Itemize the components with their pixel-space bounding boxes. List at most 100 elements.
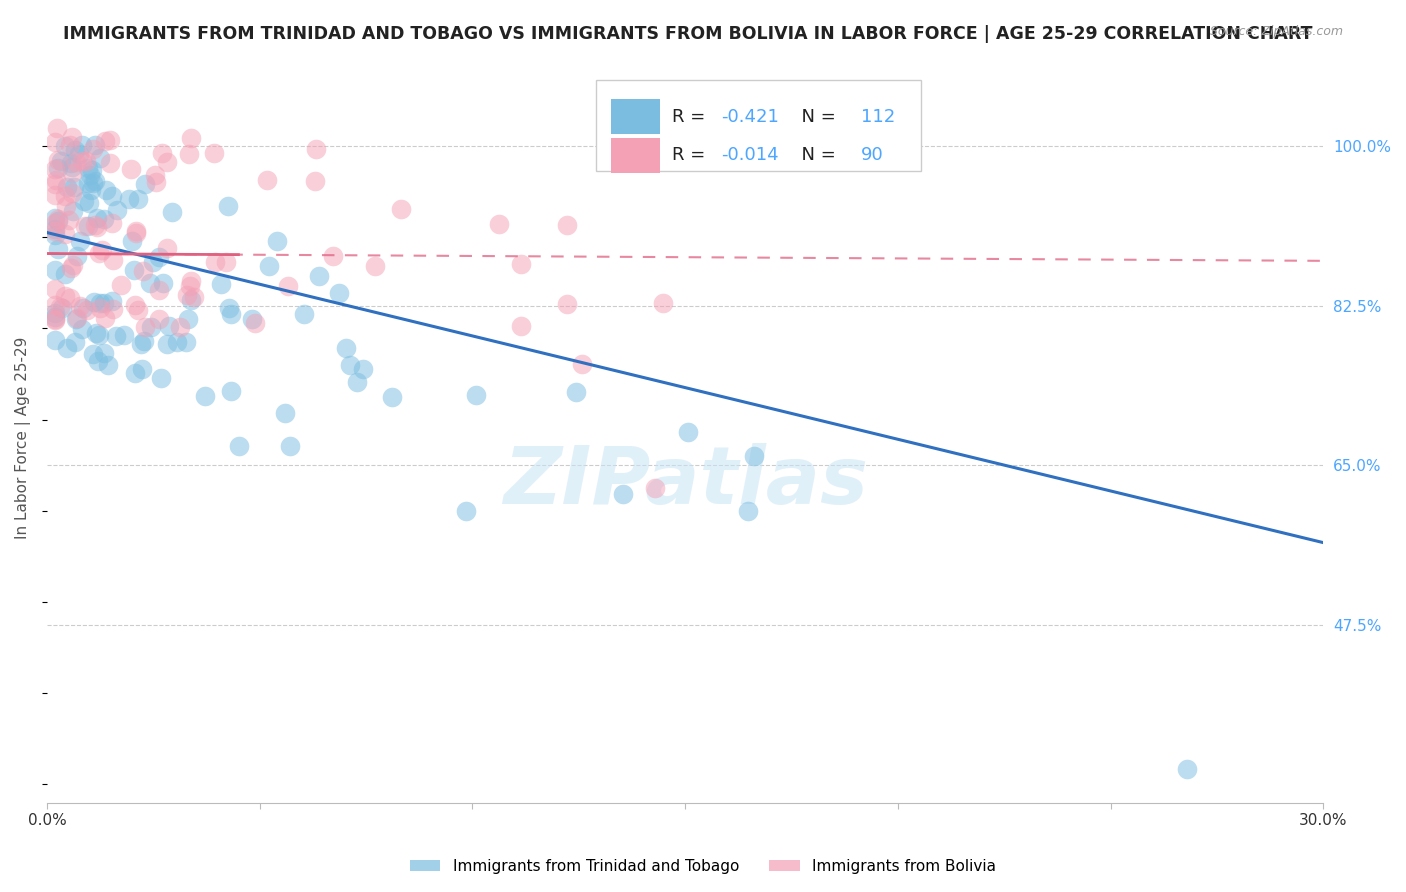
Point (87, 353, 110, 368)
Point (148, 250, 170, 264)
Point (215, 254, 238, 268)
Point (53, 268, 76, 282)
Point (44, 282, 66, 296)
Point (44, 313, 66, 327)
Point (60, 166, 83, 180)
Point (105, 202, 128, 217)
Point (169, 319, 191, 334)
Point (678, 425, 700, 440)
Point (45, 172, 67, 186)
Point (335, 341, 357, 355)
Text: N =: N = (790, 108, 841, 126)
Point (292, 307, 315, 321)
Point (44, 310, 66, 324)
Point (180, 274, 202, 288)
Point (127, 302, 149, 317)
Point (86, 219, 108, 234)
Point (134, 320, 156, 334)
Point (352, 362, 374, 376)
Point (72, 301, 94, 315)
Point (62, 258, 84, 272)
Point (53, 189, 76, 203)
Point (131, 362, 153, 376)
Point (46, 242, 69, 256)
Point (156, 337, 179, 351)
Point (82, 163, 104, 178)
Point (571, 357, 593, 371)
Point (218, 301, 240, 315)
Point (91, 243, 114, 257)
Point (89, 301, 111, 315)
Point (84, 326, 107, 340)
Point (304, 174, 326, 188)
Point (156, 241, 179, 255)
Point (83, 137, 105, 152)
Point (139, 320, 162, 334)
Point (143, 168, 166, 182)
Point (65, 311, 87, 326)
Text: -0.014: -0.014 (721, 146, 779, 164)
Point (555, 297, 578, 311)
Point (127, 192, 149, 206)
Point (72, 137, 94, 152)
Point (305, 142, 328, 156)
Point (555, 219, 578, 233)
Point (60, 160, 83, 174)
Point (240, 311, 263, 326)
Point (176, 335, 198, 350)
Point (49, 300, 72, 314)
Point (44, 216, 66, 230)
Y-axis label: In Labor Force | Age 25-29: In Labor Force | Age 25-29 (15, 336, 31, 539)
Point (67, 147, 90, 161)
Point (124, 366, 146, 380)
FancyBboxPatch shape (612, 99, 659, 135)
Point (132, 264, 155, 278)
Point (510, 257, 533, 271)
Point (142, 255, 165, 269)
Point (53, 289, 76, 303)
Text: N =: N = (790, 146, 841, 164)
Point (59, 292, 82, 306)
Point (166, 334, 188, 349)
Point (69, 234, 91, 248)
Point (69, 299, 91, 313)
Point (565, 385, 588, 400)
Point (77, 195, 100, 210)
Point (46, 214, 69, 228)
Point (134, 177, 156, 191)
Point (125, 226, 148, 240)
Point (94, 134, 117, 148)
Point (219, 384, 242, 398)
Point (510, 318, 533, 333)
Point (53, 227, 76, 241)
Point (56, 179, 79, 194)
Point (277, 278, 299, 293)
Text: -0.421: -0.421 (721, 108, 779, 126)
Point (644, 481, 666, 495)
Point (129, 337, 152, 351)
Point (59, 261, 82, 276)
Text: 90: 90 (862, 146, 884, 164)
Point (44, 162, 66, 177)
Point (44, 306, 66, 320)
Legend: Immigrants from Trinidad and Tobago, Immigrants from Bolivia: Immigrants from Trinidad and Tobago, Imm… (404, 853, 1002, 880)
Point (217, 199, 239, 213)
Point (101, 189, 124, 203)
Point (44, 222, 66, 236)
Point (96, 183, 118, 197)
Point (209, 277, 232, 291)
Point (177, 312, 200, 326)
Point (44, 227, 66, 242)
Point (73, 219, 96, 234)
Point (56, 341, 79, 355)
Point (465, 388, 488, 402)
Point (44, 334, 66, 348)
Text: IMMIGRANTS FROM TRINIDAD AND TOBAGO VS IMMIGRANTS FROM BOLIVIA IN LABOR FORCE | : IMMIGRANTS FROM TRINIDAD AND TOBAGO VS I… (63, 25, 1313, 43)
Point (456, 504, 478, 518)
Point (51, 301, 73, 316)
FancyBboxPatch shape (596, 80, 921, 171)
Point (93, 345, 115, 359)
Text: ZIPatlas: ZIPatlas (502, 442, 868, 521)
Point (1175, 762, 1198, 776)
Point (104, 329, 127, 343)
